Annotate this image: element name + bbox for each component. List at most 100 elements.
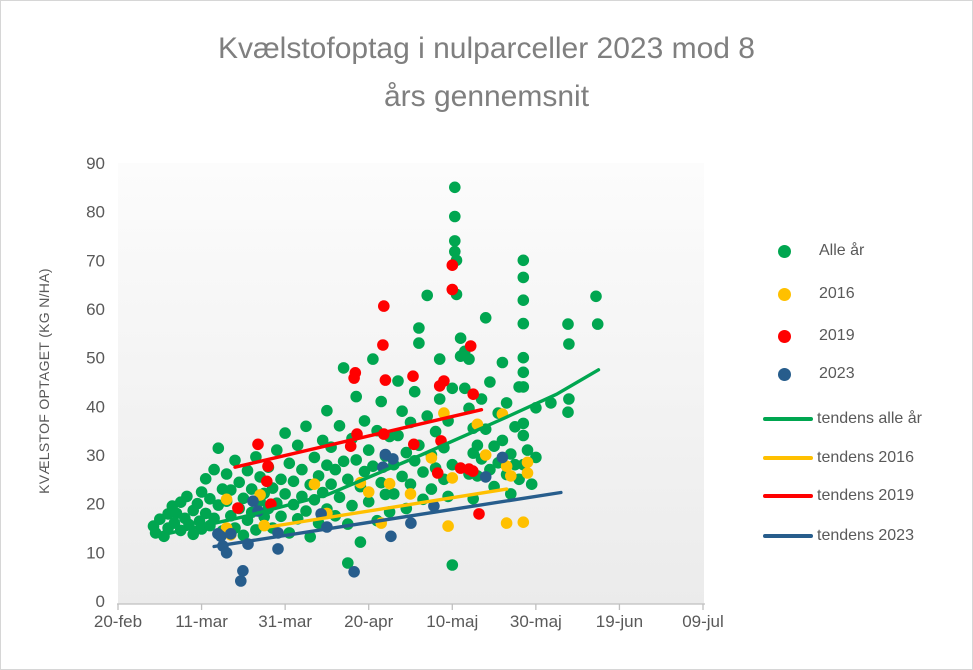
scatter-point — [438, 375, 450, 387]
scatter-point — [379, 374, 392, 386]
legend-item-y2019[interactable]: 2019 — [751, 324, 855, 348]
scatter-point — [521, 467, 534, 479]
scatter-point — [337, 362, 350, 374]
scatter-point — [344, 440, 357, 453]
scatter-point — [438, 407, 450, 419]
scatter-point — [473, 508, 485, 520]
scatter-point — [308, 451, 321, 464]
scatter-point — [425, 483, 438, 495]
scatter-point — [279, 488, 291, 500]
scatter-point — [245, 483, 258, 495]
legend-item-trend_alle_aar[interactable]: tendens alle år — [751, 407, 922, 431]
scatter-point — [464, 340, 477, 352]
scatter-point — [199, 473, 212, 485]
scatter-point — [199, 507, 212, 520]
scatter-point — [349, 367, 362, 379]
scatter-point — [337, 455, 350, 468]
scatter-point — [446, 472, 459, 484]
scatter-point — [449, 181, 461, 194]
scatter-point — [421, 289, 434, 302]
scatter-point — [517, 429, 530, 442]
trendline-trend_2019 — [233, 408, 484, 469]
scatter-point — [342, 557, 354, 569]
y-tick-label: 30 — [86, 446, 105, 465]
scatter-point — [325, 478, 337, 491]
scatter-point — [400, 446, 413, 459]
scatter-point — [500, 397, 513, 409]
scatter-point — [220, 468, 233, 480]
scatter-point — [421, 410, 434, 422]
scatter-point — [562, 406, 574, 419]
legend-dot-marker — [778, 367, 791, 381]
scatter-point — [170, 507, 183, 520]
scatter-point — [525, 478, 538, 491]
scatter-point — [505, 488, 517, 500]
scatter-point — [208, 463, 220, 476]
scatter-point — [396, 405, 408, 418]
scatter-point — [225, 528, 237, 540]
scatter-point — [350, 454, 363, 466]
legend-dot-marker — [778, 244, 791, 258]
scatter-point — [484, 376, 496, 388]
chart-title-line2: års gennemsnit — [383, 80, 590, 113]
y-tick-label: 50 — [86, 349, 105, 368]
scatter-point — [563, 393, 575, 405]
scatter-point — [300, 505, 312, 517]
scatter-point — [229, 454, 241, 467]
y-tick-label: 40 — [86, 397, 105, 416]
legend-item-y2023[interactable]: 2023 — [751, 362, 855, 386]
scatter-point — [521, 444, 534, 456]
y-tick-label: 80 — [86, 203, 105, 222]
scatter-point — [496, 356, 509, 369]
series-y2019 — [232, 259, 485, 520]
x-tick-label: 09-jul — [682, 612, 724, 631]
scatter-point — [463, 353, 475, 365]
scatter-point — [348, 566, 360, 578]
scatter-point — [237, 529, 250, 542]
trend-path — [158, 368, 601, 537]
legend-item-trend_2019[interactable]: tendens 2019 — [751, 484, 914, 508]
scatter-point — [413, 337, 425, 349]
scatter-point — [449, 245, 461, 258]
scatter-point — [563, 338, 575, 350]
legend-label: 2019 — [819, 327, 855, 344]
scatter-point — [362, 486, 375, 498]
scatter-point — [212, 442, 225, 455]
scatter-point — [275, 510, 287, 523]
legend-item-y2016[interactable]: 2016 — [751, 282, 855, 306]
scatter-point — [362, 495, 375, 508]
scatter-point — [479, 471, 492, 483]
y-tick-label: 20 — [86, 495, 105, 514]
legend-item-trend_2016[interactable]: tendens 2016 — [751, 446, 914, 470]
scatter-point — [425, 452, 438, 464]
scatter-point — [279, 427, 291, 439]
scatter-point — [358, 415, 371, 427]
scatter-point — [275, 473, 287, 486]
y-tick-label: 60 — [86, 300, 105, 319]
trendline-trend_2016 — [266, 487, 509, 529]
scatter-point — [446, 259, 459, 272]
legend-item-trend_2023[interactable]: tendens 2023 — [751, 524, 914, 548]
plot-area[interactable] — [118, 163, 704, 604]
scatter-point — [404, 478, 417, 491]
legend-item-alle_aar[interactable]: Alle år — [751, 239, 864, 263]
scatter-point — [215, 530, 227, 543]
scatter-point — [517, 366, 530, 379]
scatter-point — [500, 517, 513, 529]
legend-label: tendens 2016 — [817, 449, 914, 466]
scatter-point — [237, 492, 250, 505]
y-tick-label: 70 — [86, 251, 105, 270]
scatter-point — [471, 439, 484, 452]
scatter-point — [433, 353, 446, 365]
scatter-point — [283, 457, 296, 470]
scatter-point — [250, 451, 262, 463]
scatter-point — [300, 420, 312, 433]
scatter-point — [350, 390, 363, 403]
scatter-point — [591, 318, 604, 330]
scatter-point — [388, 488, 400, 500]
scatter-point — [377, 339, 389, 351]
scatter-point — [433, 393, 446, 405]
scatter-point — [241, 464, 254, 477]
